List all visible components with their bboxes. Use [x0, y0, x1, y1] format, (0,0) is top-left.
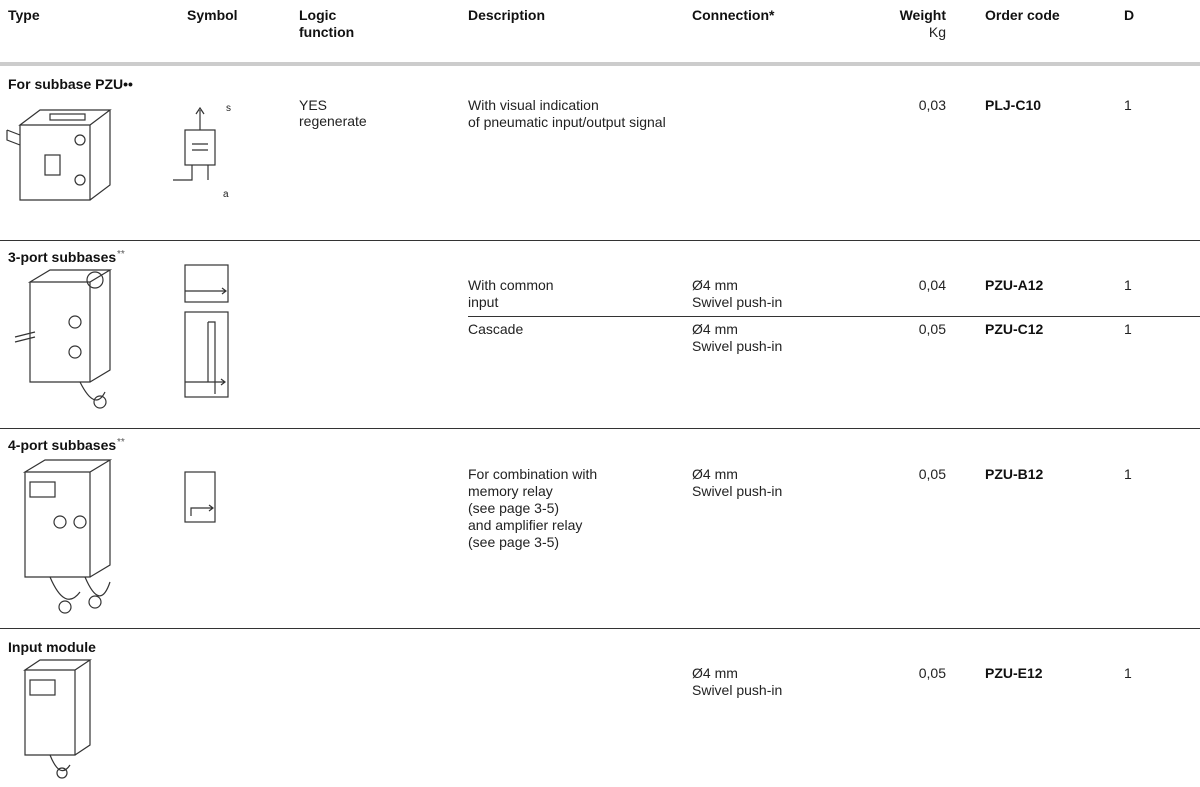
section-title: 4-port subbases [8, 437, 117, 453]
d-value: 1 [1124, 277, 1132, 293]
weight: 0,05 [918, 466, 946, 482]
logic-symbol [173, 106, 216, 181]
column-header: Symbol [187, 7, 238, 23]
logic-symbol [184, 264, 229, 398]
column-header: Connection* [692, 7, 775, 23]
weight: 0,05 [918, 665, 946, 681]
column-header: function [299, 24, 355, 40]
d-value: 1 [1124, 321, 1132, 337]
logic-function: YES [299, 97, 328, 113]
column-header: Type [8, 7, 40, 23]
d-value: 1 [1124, 466, 1132, 482]
section-rule [0, 428, 1200, 429]
connection: Ø4 mm [692, 665, 738, 681]
symbol-label: a [223, 189, 229, 200]
description: of pneumatic input/output signal [468, 114, 666, 130]
connection: Swivel push-in [692, 483, 783, 499]
column-header: Description [468, 7, 546, 23]
title-note: ** [117, 437, 125, 448]
weight: 0,04 [918, 277, 946, 293]
product-illustration [6, 109, 112, 201]
order-code: PZU-C12 [985, 321, 1044, 337]
connection: Ø4 mm [692, 277, 738, 293]
description: input [468, 294, 499, 310]
header-rule [0, 62, 1200, 66]
section-rule [0, 628, 1200, 629]
connection: Swivel push-in [692, 294, 783, 310]
column-header: Weight [899, 7, 946, 23]
logic-function: regenerate [299, 113, 367, 129]
weight: 0,03 [918, 97, 946, 113]
column-header: Logic [299, 7, 337, 23]
order-code: PZU-A12 [985, 277, 1044, 293]
description: For combination with [468, 466, 598, 482]
weight: 0,05 [918, 321, 946, 337]
section-title: Input module [8, 639, 96, 655]
description: With common [468, 277, 554, 293]
logic-symbol [184, 471, 216, 523]
connection: Ø4 mm [692, 321, 738, 337]
section-rule [0, 240, 1200, 241]
description: With visual indication [468, 97, 599, 113]
d-value: 1 [1124, 97, 1132, 113]
column-header: Order code [985, 7, 1060, 23]
row-rule [468, 316, 1200, 317]
product-illustration [22, 459, 113, 614]
description: memory relay [468, 483, 553, 499]
connection: Swivel push-in [692, 338, 783, 354]
column-header: Kg [928, 24, 946, 40]
description: (see page 3-5) [468, 534, 560, 550]
description: Cascade [468, 321, 524, 337]
connection: Swivel push-in [692, 682, 783, 698]
order-code: PLJ-C10 [985, 97, 1042, 113]
order-code: PZU-E12 [985, 665, 1043, 681]
product-illustration [23, 659, 92, 779]
product-illustration [14, 269, 113, 409]
column-header: D [1124, 7, 1135, 23]
connection: Ø4 mm [692, 466, 738, 482]
d-value: 1 [1124, 665, 1132, 681]
section-title: 3-port subbases [8, 249, 117, 265]
description: and amplifier relay [468, 517, 583, 533]
order-code: PZU-B12 [985, 466, 1044, 482]
symbol-label: s [226, 103, 231, 114]
section-title: For subbase PZU•• [8, 76, 133, 92]
title-note: ** [117, 249, 125, 260]
description: (see page 3-5) [468, 500, 560, 516]
